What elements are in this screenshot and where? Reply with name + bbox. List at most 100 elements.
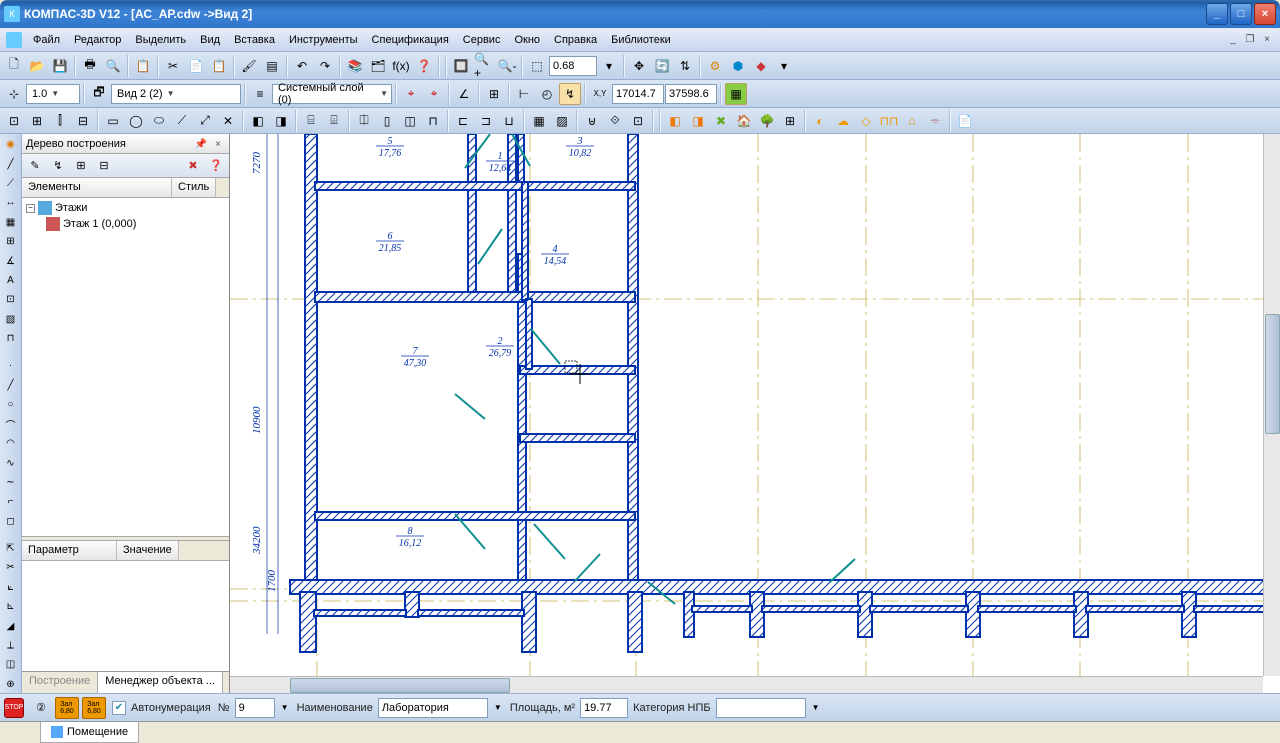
t3-33[interactable]: ◐ xyxy=(809,110,831,132)
ortho-icon[interactable]: ⊢ xyxy=(513,83,535,105)
vt-27[interactable]: ◫ xyxy=(2,656,20,673)
t3-16[interactable]: ▯ xyxy=(376,110,398,132)
new-icon[interactable]: 🗋 xyxy=(3,55,25,77)
layer-dropdown[interactable]: Системный слой (0)▼ xyxy=(272,84,392,104)
vt-19[interactable]: ⌐ xyxy=(2,493,20,510)
refresh-icon[interactable]: 🔄 xyxy=(651,55,673,77)
t3-38[interactable]: ⌯ xyxy=(924,110,946,132)
cfg2-icon[interactable]: ⬢ xyxy=(727,55,749,77)
close-button[interactable]: × xyxy=(1254,3,1276,25)
zoom-fit-icon[interactable]: 🔲 xyxy=(450,55,472,77)
layers-icon[interactable]: ≡ xyxy=(249,83,271,105)
var-icon[interactable]: f(x) xyxy=(390,55,412,77)
menu-libs[interactable]: Библиотеки xyxy=(604,31,678,49)
scrollbar-vertical[interactable] xyxy=(1263,134,1280,676)
print-icon[interactable]: 🖶 xyxy=(79,55,101,77)
t3-20[interactable]: ⊐ xyxy=(475,110,497,132)
tab-objmgr[interactable]: Менеджер объекта ... xyxy=(98,672,223,693)
t3-6[interactable]: ◯ xyxy=(125,110,147,132)
menu-view[interactable]: Вид xyxy=(193,31,227,49)
num-input[interactable] xyxy=(235,698,275,718)
zoom-out-icon[interactable]: 🔍- xyxy=(496,55,518,77)
t3-12[interactable]: ◨ xyxy=(270,110,292,132)
grid-icon[interactable]: ⊞ xyxy=(483,83,505,105)
cfg3-icon[interactable]: ◆ xyxy=(750,55,772,77)
t3-3[interactable]: ⫿ xyxy=(49,110,71,132)
zoom-drop-icon[interactable]: ▾ xyxy=(598,55,620,77)
snap1-icon[interactable]: ⌖ xyxy=(400,83,422,105)
scroll-icon[interactable]: ⇅ xyxy=(674,55,696,77)
t3-36[interactable]: ⊓⊓ xyxy=(878,110,900,132)
vt-4[interactable]: ↔ xyxy=(2,194,20,211)
tree-pin-icon[interactable]: 📌 xyxy=(194,139,208,150)
t3-2[interactable]: ⊞ xyxy=(26,110,48,132)
tree-tool-2[interactable]: ↯ xyxy=(48,156,68,176)
t3-5[interactable]: ▭ xyxy=(102,110,124,132)
drawing-canvas[interactable]: 7270 10900 34200 1700 xyxy=(230,134,1280,693)
p-btn-3[interactable]: Зал6,80 xyxy=(82,697,106,719)
preview-icon[interactable]: 🔍 xyxy=(102,55,124,77)
t3-34[interactable]: ☁ xyxy=(832,110,854,132)
t3-15[interactable]: ⎅ xyxy=(353,110,375,132)
vt-3[interactable]: ⟋ xyxy=(2,175,20,192)
tab-build[interactable]: Построение xyxy=(22,672,98,693)
props-icon[interactable]: ▤ xyxy=(261,55,283,77)
paste-icon[interactable]: 📋 xyxy=(208,55,230,77)
mdi-min[interactable]: _ xyxy=(1226,33,1240,47)
value-col[interactable]: Значение xyxy=(117,541,179,560)
t3-29[interactable]: ✖ xyxy=(710,110,732,132)
menu-spec[interactable]: Спецификация xyxy=(365,31,456,49)
vt-10[interactable]: ▧ xyxy=(2,311,20,328)
brush-icon[interactable]: 🖌 xyxy=(238,55,260,77)
vt-24[interactable]: ⊾ xyxy=(2,598,20,615)
angle-icon[interactable]: ∠ xyxy=(453,83,475,105)
save-icon[interactable]: 💾 xyxy=(49,55,71,77)
vt-11[interactable]: ⊓ xyxy=(2,330,20,347)
vt-12[interactable]: · xyxy=(2,357,20,374)
t3-32[interactable]: ⊞ xyxy=(779,110,801,132)
t3-27[interactable]: ◧ xyxy=(664,110,686,132)
tree-close-icon[interactable]: × xyxy=(211,139,225,150)
calc-icon[interactable]: ▦ xyxy=(725,83,747,105)
tree-tool-3[interactable]: ⊞ xyxy=(71,156,91,176)
cfg4-icon[interactable]: ▾ xyxy=(773,55,795,77)
param-col[interactable]: Параметр xyxy=(22,541,117,560)
mdi-restore[interactable]: ❐ xyxy=(1243,33,1257,47)
redo-icon[interactable]: ↷ xyxy=(314,55,336,77)
maximize-button[interactable]: □ xyxy=(1230,3,1252,25)
vt-18[interactable]: ∼ xyxy=(2,474,20,491)
name-input[interactable] xyxy=(378,698,488,718)
zoom-window-icon[interactable]: ⬚ xyxy=(526,55,548,77)
tree-tool-5[interactable]: ✖ xyxy=(183,156,203,176)
zoom-in-icon[interactable]: 🔍+ xyxy=(473,55,495,77)
t3-24[interactable]: ⊎ xyxy=(581,110,603,132)
vt-28[interactable]: ⊕ xyxy=(2,676,20,693)
vt-22[interactable]: ✂ xyxy=(2,559,20,576)
vt-1[interactable]: ◉ xyxy=(2,136,20,153)
area-input[interactable] xyxy=(580,698,628,718)
mdi-close[interactable]: × xyxy=(1260,33,1274,47)
open-icon[interactable]: 📂 xyxy=(26,55,48,77)
coord-icon[interactable]: X,Y xyxy=(589,83,611,105)
t3-14[interactable]: ⌹ xyxy=(323,110,345,132)
libmgr-icon[interactable]: 🗂 xyxy=(367,55,389,77)
t3-11[interactable]: ◧ xyxy=(247,110,269,132)
spec-icon[interactable]: 📋 xyxy=(132,55,154,77)
undo-icon[interactable]: ↶ xyxy=(291,55,313,77)
help-icon[interactable]: ❓ xyxy=(413,55,435,77)
t3-18[interactable]: ⊓ xyxy=(422,110,444,132)
t3-21[interactable]: ⊔ xyxy=(498,110,520,132)
pan-icon[interactable]: ✥ xyxy=(628,55,650,77)
menu-help[interactable]: Справка xyxy=(547,31,604,49)
cs-icon[interactable]: ⊹ xyxy=(3,83,25,105)
vt-5[interactable]: ▦ xyxy=(2,214,20,231)
stop-button[interactable]: STOP xyxy=(4,698,24,718)
t3-35[interactable]: ◇ xyxy=(855,110,877,132)
t3-28[interactable]: ◨ xyxy=(687,110,709,132)
coord-y[interactable] xyxy=(665,84,717,104)
t3-8[interactable]: ⟋ xyxy=(171,110,193,132)
vt-25[interactable]: ◢ xyxy=(2,617,20,634)
t3-26[interactable]: ⊡ xyxy=(627,110,649,132)
vt-15[interactable]: ⌒ xyxy=(2,415,20,432)
menu-insert[interactable]: Вставка xyxy=(227,31,282,49)
